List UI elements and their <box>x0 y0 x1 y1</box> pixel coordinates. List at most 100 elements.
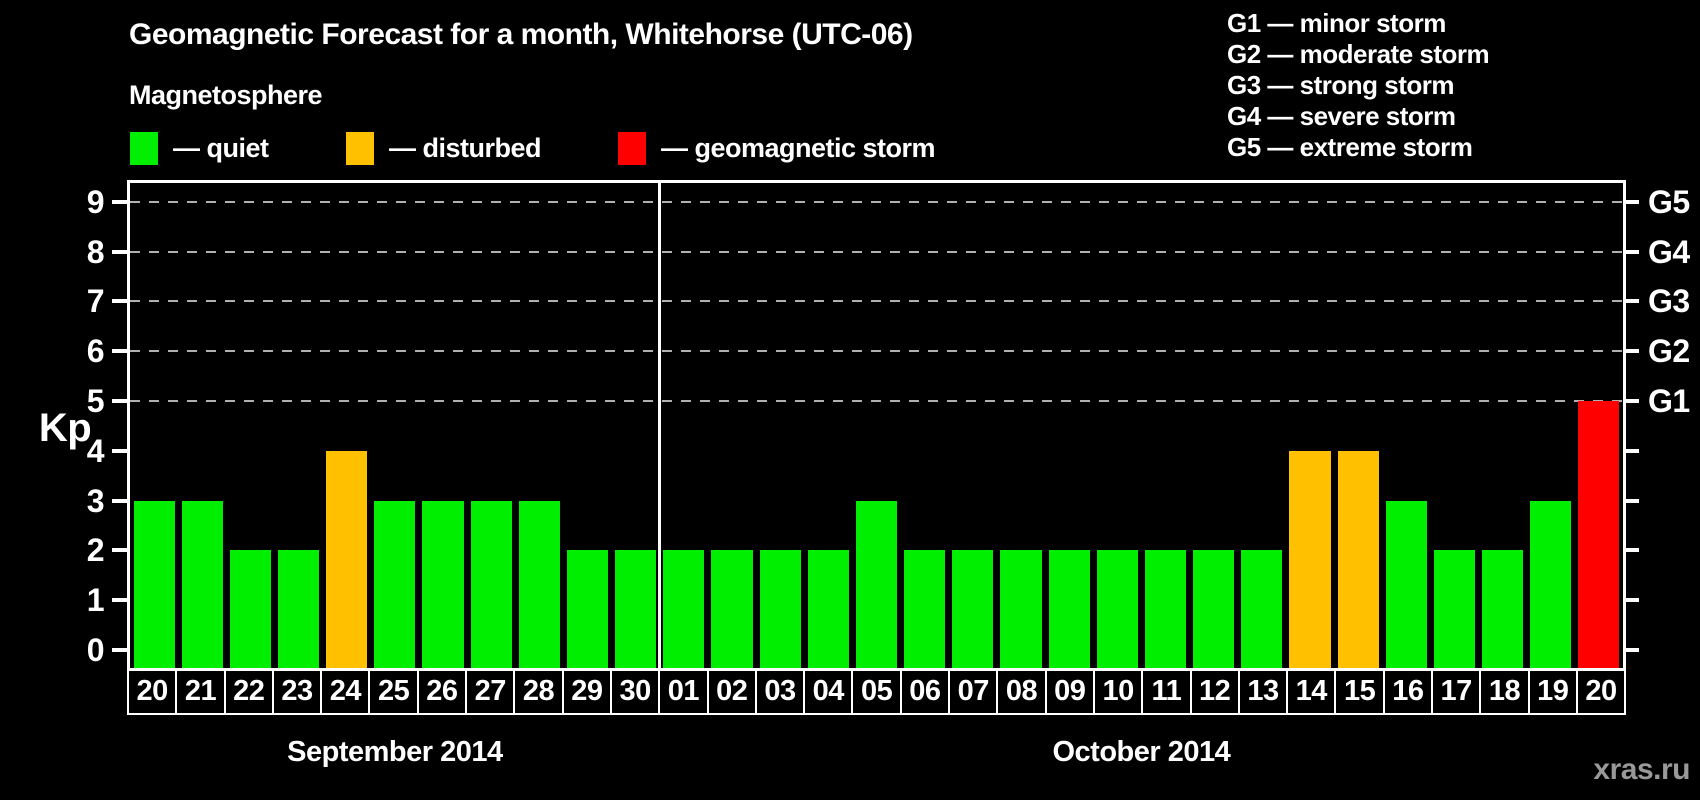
bar-day-02 <box>711 550 753 668</box>
y-tick-left-7 <box>112 299 128 304</box>
bar-day-24 <box>326 450 368 668</box>
gridline-kp8 <box>130 250 1623 253</box>
day-cell: 28 <box>515 670 564 713</box>
storm-scale-legend: G1 — minor storm G2 — moderate storm G3 — … <box>1227 8 1490 163</box>
day-cell: 29 <box>564 670 612 713</box>
y-tick-label-6: 6 <box>86 333 105 370</box>
day-cell: 11 <box>1143 670 1192 713</box>
gridline-kp5 <box>130 400 1623 402</box>
day-cell: 27 <box>467 670 516 713</box>
y-tick-left-5 <box>112 399 128 403</box>
bar-day-11 <box>1144 550 1187 668</box>
y-tick-label-2: 2 <box>86 532 105 569</box>
watermark: xras.ru <box>1593 753 1690 786</box>
storm-scale-legend-line: G2 — moderate storm <box>1227 39 1490 69</box>
y-tick-label-4: 4 <box>86 432 105 469</box>
bar-day-01 <box>663 550 705 668</box>
day-cell: 20 <box>1585 675 1617 707</box>
bar-day-22 <box>229 550 271 668</box>
bar-day-14 <box>1289 450 1331 668</box>
day-cell: 10 <box>1095 670 1144 713</box>
day-cell: 23 <box>274 670 323 713</box>
day-cell: 15 <box>1336 670 1385 713</box>
y-tick-right-2 <box>1624 548 1639 553</box>
g-scale-label-G2: G2 <box>1648 333 1690 370</box>
y-tick-right-5 <box>1624 399 1639 403</box>
day-cell: 05 <box>853 670 902 713</box>
y-tick-right-1 <box>1624 598 1639 603</box>
legend-swatch-quiet <box>130 131 158 165</box>
y-tick-right-7 <box>1624 299 1639 304</box>
day-cell: 16 <box>1385 670 1434 713</box>
day-cell: 06 <box>902 670 951 713</box>
legend-item-label: — geomagnetic storm <box>661 132 936 163</box>
chart-title: Geomagnetic Forecast for a month, Whiteh… <box>129 18 913 51</box>
storm-scale-legend-line: G5 — extreme storm <box>1227 132 1473 162</box>
bar-day-18 <box>1482 550 1524 668</box>
bar-day-09 <box>1048 550 1090 668</box>
month-divider <box>658 183 662 668</box>
bar-day-30 <box>615 550 657 668</box>
day-cell: 18 <box>1481 670 1530 713</box>
month-label: October 2014 <box>1052 736 1231 768</box>
bar-day-15 <box>1337 450 1379 668</box>
day-cell: 12 <box>1192 670 1240 713</box>
y-tick-label-1: 1 <box>86 582 105 619</box>
day-cell: 09 <box>1047 670 1095 713</box>
day-cell: 22 <box>226 670 274 713</box>
bar-day-06 <box>904 550 946 668</box>
y-tick-left-4 <box>112 448 128 453</box>
bar-day-03 <box>759 550 801 668</box>
y-tick-right-3 <box>1624 498 1639 503</box>
bar-day-27 <box>470 500 512 668</box>
y-tick-label-5: 5 <box>86 383 105 419</box>
y-tick-label-8: 8 <box>86 233 105 270</box>
y-axis-title: Kp <box>38 406 92 450</box>
day-cell: 17 <box>1433 670 1482 713</box>
y-tick-label-7: 7 <box>86 283 105 320</box>
plot-area <box>130 183 1623 668</box>
day-cell: 24 <box>322 670 371 713</box>
x-axis-day-labels: 20 21 22 23 24 25 26 27 28 29 30 01 02 03 04 05 06 07 08 09… <box>127 668 1626 715</box>
storm-scale-legend-line: G4 — severe storm <box>1227 101 1456 131</box>
g-scale-label-G3: G3 <box>1648 283 1690 320</box>
bar-day-17 <box>1433 550 1475 668</box>
bar-day-29 <box>566 550 609 668</box>
storm-scale-legend-line: G3 — strong storm <box>1227 70 1454 100</box>
day-cell: 25 <box>370 670 419 713</box>
gridline-kp9 <box>130 200 1623 203</box>
day-cell: 07 <box>950 670 999 713</box>
bar-day-16 <box>1385 500 1427 668</box>
y-tick-label-3: 3 <box>86 482 105 519</box>
bar-day-13 <box>1241 550 1283 668</box>
day-cell: 01 <box>660 670 709 713</box>
y-tick-right-8 <box>1624 249 1639 254</box>
storm-scale-legend-line: G1 — minor storm <box>1227 8 1446 38</box>
day-cell: 14 <box>1288 670 1337 713</box>
bar-day-12 <box>1193 550 1235 668</box>
legend-item-label: — quiet <box>173 132 269 163</box>
bar-day-28 <box>518 500 560 668</box>
bar-day-26 <box>422 500 464 668</box>
month-label: September 2014 <box>287 736 503 768</box>
bar-day-05 <box>855 500 898 668</box>
y-tick-left-2 <box>112 548 128 553</box>
day-cell: 20 <box>129 670 178 713</box>
bar-day-23 <box>277 550 320 668</box>
legend-item-disturbed: — disturbed <box>346 131 542 165</box>
y-tick-left-1 <box>112 598 128 603</box>
bar-day-25 <box>374 500 416 668</box>
day-cell: 30 <box>612 670 661 713</box>
bar-day-20 <box>1578 401 1620 668</box>
g-scale-label-G4: G4 <box>1648 233 1690 270</box>
legend-item-label: — disturbed <box>389 132 542 163</box>
bar-day-21 <box>181 500 223 668</box>
day-cell: 26 <box>419 670 468 713</box>
y-tick-left-0 <box>112 648 128 652</box>
gridline-kp7 <box>130 300 1623 303</box>
y-tick-right-9 <box>1624 199 1639 204</box>
y-tick-left-6 <box>112 349 128 354</box>
y-tick-left-3 <box>112 498 128 503</box>
bar-day-20 <box>133 500 175 668</box>
